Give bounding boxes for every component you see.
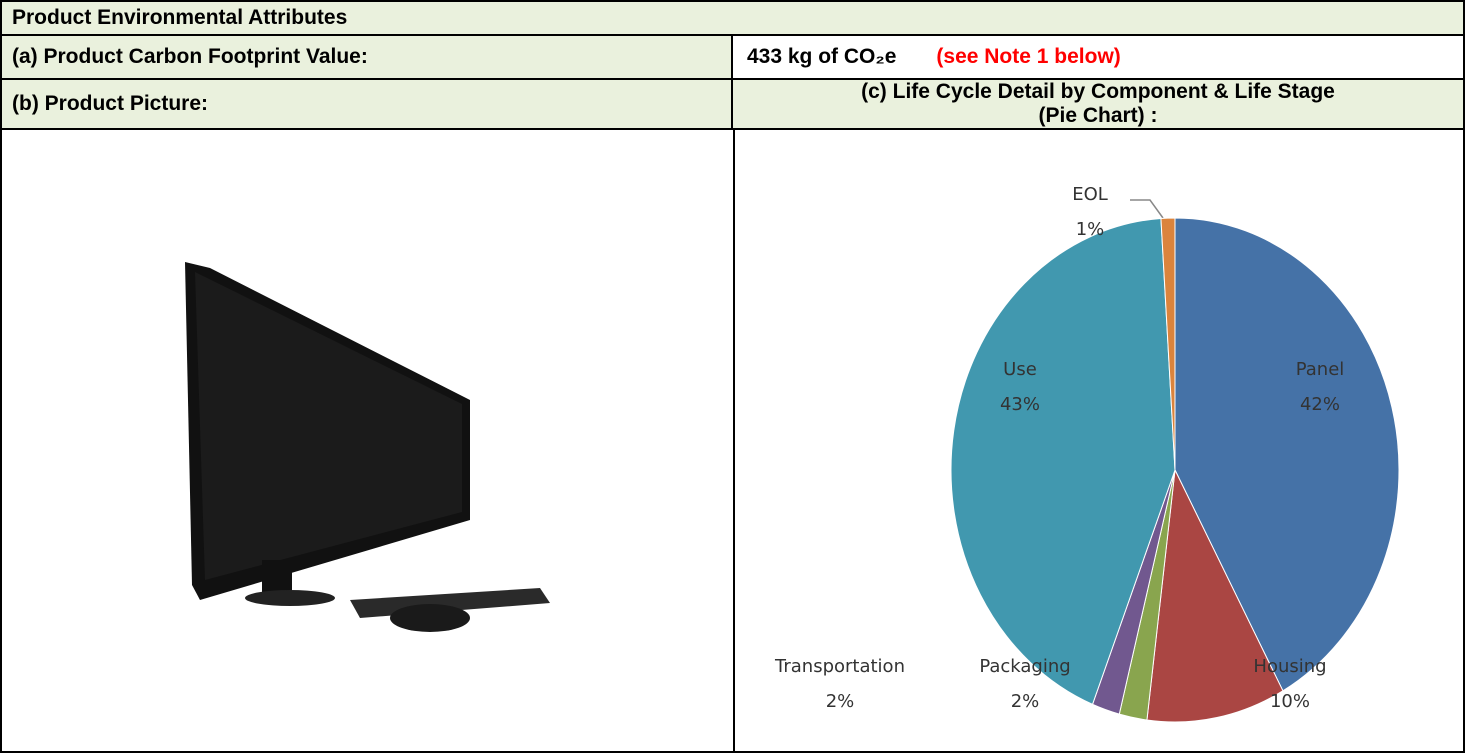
slice-label: Housing [1253,656,1326,677]
slice-label: Packaging [979,656,1070,677]
slice-value: 43% [1000,394,1040,415]
graphics: Panel 42% Housing 10% Packaging 2% Transportat… [0,0,1465,753]
computer-image [185,262,550,632]
page: Product Environmental Attributes (a) Pro… [0,0,1465,753]
slice-label: Transportation [774,656,905,677]
slice-label: Panel [1296,359,1345,380]
slice-label: EOL [1072,184,1108,205]
slice-label: Use [1003,359,1037,380]
slice-value: 42% [1300,394,1340,415]
slice-value: 10% [1270,691,1310,712]
slice-value: 1% [1076,219,1105,240]
slice-value: 2% [826,691,855,712]
slice-value: 2% [1011,691,1040,712]
